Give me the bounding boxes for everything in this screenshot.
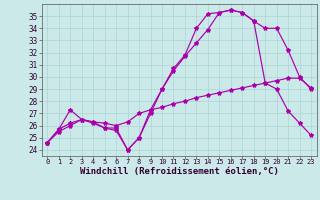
X-axis label: Windchill (Refroidissement éolien,°C): Windchill (Refroidissement éolien,°C)	[80, 167, 279, 176]
